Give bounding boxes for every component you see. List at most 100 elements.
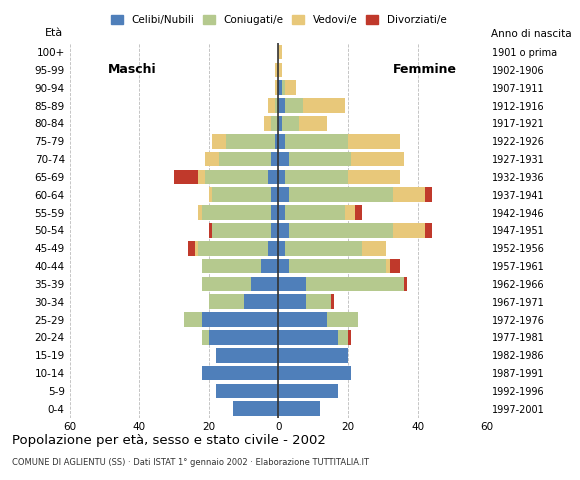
Bar (278, 152, 289, 167)
Bar (244, 294, 278, 309)
Bar (202, 276, 251, 291)
Bar (362, 241, 386, 255)
Bar (351, 152, 404, 167)
Bar (202, 330, 209, 345)
Bar (271, 116, 278, 131)
Bar (271, 205, 278, 220)
Bar (226, 134, 275, 149)
Bar (278, 205, 285, 220)
Bar (233, 401, 278, 416)
Bar (278, 312, 327, 327)
Bar (216, 348, 278, 362)
Text: COMUNE DI AGLIENTU (SS) · Dati ISTAT 1° gennaio 2002 · Elaborazione TUTTITALIA.I: COMUNE DI AGLIENTU (SS) · Dati ISTAT 1° … (12, 458, 369, 468)
Bar (338, 330, 348, 345)
Bar (278, 384, 338, 398)
Bar (278, 401, 320, 416)
Text: Popolazione per età, sesso e stato civile - 2002: Popolazione per età, sesso e stato civil… (12, 434, 325, 447)
Bar (278, 276, 306, 291)
Bar (278, 81, 282, 95)
Bar (202, 205, 271, 220)
Bar (278, 98, 285, 113)
Bar (289, 187, 393, 202)
Bar (331, 294, 334, 309)
Bar (278, 241, 285, 255)
Bar (306, 294, 331, 309)
Bar (289, 223, 393, 238)
Bar (425, 187, 432, 202)
Bar (278, 187, 289, 202)
Bar (282, 81, 285, 95)
Text: Anno di nascita: Anno di nascita (491, 29, 572, 39)
Bar (271, 223, 278, 238)
Bar (278, 259, 289, 274)
Bar (393, 187, 425, 202)
Bar (271, 152, 278, 167)
Bar (195, 241, 198, 255)
Bar (355, 205, 362, 220)
Bar (289, 259, 386, 274)
Bar (278, 169, 285, 184)
Bar (184, 312, 202, 327)
Bar (205, 152, 219, 167)
Bar (275, 134, 278, 149)
Bar (202, 259, 261, 274)
Bar (285, 241, 362, 255)
Bar (264, 116, 271, 131)
Bar (285, 134, 348, 149)
Text: Femmine: Femmine (393, 63, 456, 76)
Legend: Celibi/Nubili, Coniugati/e, Vedovi/e, Divorziati/e: Celibi/Nubili, Coniugati/e, Vedovi/e, Di… (106, 11, 451, 29)
Bar (390, 259, 400, 274)
Bar (285, 205, 345, 220)
Bar (327, 312, 358, 327)
Bar (271, 187, 278, 202)
Bar (268, 98, 275, 113)
Bar (212, 134, 226, 149)
Bar (285, 81, 296, 95)
Bar (261, 259, 278, 274)
Bar (275, 81, 278, 95)
Bar (202, 366, 278, 380)
Bar (278, 116, 282, 131)
Bar (289, 152, 351, 167)
Bar (275, 62, 278, 77)
Bar (393, 223, 425, 238)
Bar (219, 152, 271, 167)
Bar (212, 223, 271, 238)
Bar (278, 62, 282, 77)
Bar (348, 134, 400, 149)
Bar (202, 312, 278, 327)
Bar (425, 223, 432, 238)
Bar (209, 294, 244, 309)
Bar (174, 169, 198, 184)
Bar (345, 205, 355, 220)
Bar (278, 366, 351, 380)
Bar (404, 276, 407, 291)
Bar (251, 276, 278, 291)
Bar (278, 134, 285, 149)
Bar (278, 294, 306, 309)
Bar (205, 169, 268, 184)
Bar (278, 45, 282, 60)
Bar (348, 330, 351, 345)
Bar (209, 223, 212, 238)
Bar (275, 98, 278, 113)
Bar (198, 205, 202, 220)
Bar (268, 241, 278, 255)
Bar (209, 330, 278, 345)
Bar (306, 276, 404, 291)
Bar (198, 241, 268, 255)
Bar (285, 169, 348, 184)
Bar (278, 330, 338, 345)
Bar (299, 116, 327, 131)
Bar (268, 169, 278, 184)
Text: Età: Età (45, 28, 63, 38)
Bar (198, 169, 205, 184)
Text: Maschi: Maschi (108, 63, 157, 76)
Bar (216, 384, 278, 398)
Bar (348, 169, 400, 184)
Bar (212, 187, 271, 202)
Bar (278, 223, 289, 238)
Bar (282, 116, 299, 131)
Bar (285, 98, 303, 113)
Bar (303, 98, 345, 113)
